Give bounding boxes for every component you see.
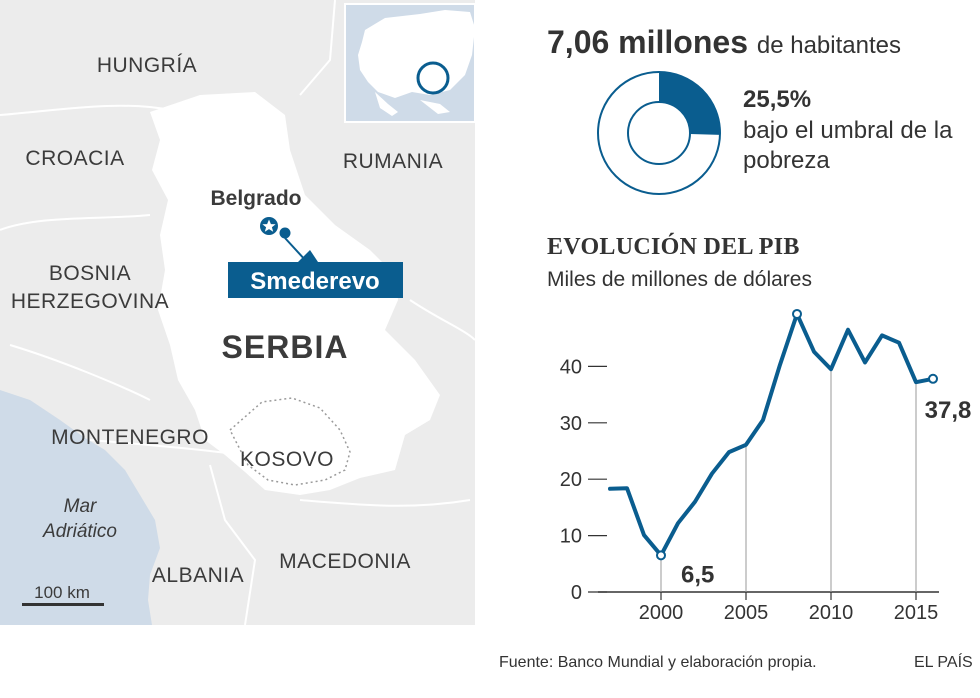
- country-borders: [0, 0, 475, 625]
- population-headline: 7,06 millones de habitantes: [547, 24, 901, 61]
- y-tick-label: 10: [560, 526, 582, 548]
- poverty-slice: [659, 72, 720, 135]
- data-point-marker: [792, 308, 802, 319]
- serbia-location-map: HUNGRÍA CROACIA RUMANIA BOSNIA HERZEGOVI…: [0, 0, 475, 625]
- label-bosnia: BOSNIA: [49, 262, 131, 285]
- poverty-donut-chart: [597, 71, 721, 195]
- y-tick-label: 40: [560, 356, 582, 378]
- smederevo-box: [228, 262, 403, 298]
- population-label: de habitantes: [756, 32, 901, 59]
- x-tick-label: 2015: [894, 602, 939, 624]
- label-croacia: CROACIA: [25, 147, 124, 170]
- gdp-series-line: [608, 311, 935, 558]
- data-label: 6,5: [681, 561, 714, 588]
- x-tick-label: 2000: [639, 602, 684, 624]
- x-tick-label: 2005: [724, 602, 769, 624]
- inset-highlight-circle: [416, 61, 450, 95]
- y-tick-label: 30: [560, 413, 582, 435]
- chart-title: EVOLUCIÓN DEL PIB: [547, 234, 800, 260]
- chart-subtitle: Miles de millones de dólares: [547, 268, 812, 291]
- label-hungria: HUNGRÍA: [97, 54, 197, 77]
- y-tick-label: 20: [560, 469, 582, 491]
- label-rumania: RUMANIA: [343, 150, 443, 173]
- europe-inset-map: [344, 3, 475, 123]
- data-point-marker: [928, 373, 938, 384]
- data-point-marker: [656, 550, 666, 561]
- y-tick-label: 0: [571, 582, 582, 604]
- poverty-percent: 25,5%: [743, 86, 812, 113]
- capital-star-icon: [260, 217, 278, 235]
- label-serbia: SERBIA: [222, 329, 349, 365]
- scale-label: 100 km: [34, 583, 90, 602]
- brand-credit: EL PAÍS: [914, 654, 973, 671]
- smederevo-box-pointer: [298, 250, 318, 262]
- poverty-description: bajo el umbral de la pobreza: [743, 117, 953, 174]
- label-macedonia: MACEDONIA: [279, 550, 411, 573]
- scale-bar: [22, 603, 104, 606]
- label-mar: Mar: [64, 496, 97, 517]
- data-label: 37,8: [925, 397, 972, 424]
- label-smederevo: Smederevo: [250, 268, 379, 295]
- label-montenegro: MONTENEGRO: [51, 426, 209, 449]
- label-herzegovina: HERZEGOVINA: [11, 290, 169, 313]
- source-note: Fuente: Banco Mundial y elaboración prop…: [499, 654, 817, 671]
- kosovo-border: [229, 397, 351, 486]
- label-albania: ALBANIA: [152, 564, 244, 587]
- label-adriatico: Adriático: [42, 521, 117, 542]
- donut-inner-ring: [627, 101, 691, 165]
- population-value: 7,06 millones: [547, 24, 748, 60]
- x-tick-label: 2010: [809, 602, 854, 624]
- label-kosovo: KOSOVO: [240, 448, 334, 471]
- smederevo-dot: [279, 227, 291, 239]
- adriatic-sea: [0, 390, 160, 625]
- label-belgrado: Belgrado: [210, 187, 301, 210]
